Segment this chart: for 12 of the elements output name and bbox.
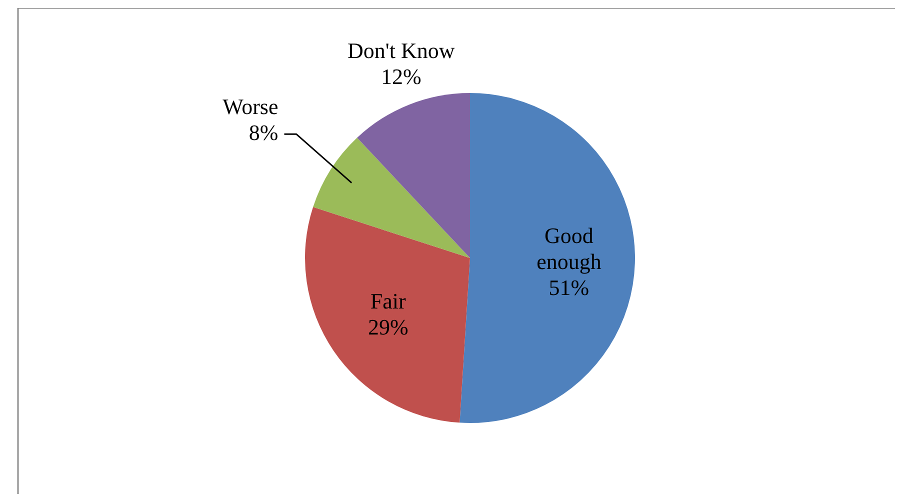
data-label: 12%	[380, 64, 422, 90]
data-label: 51%	[548, 275, 590, 300]
pie-slice	[460, 93, 635, 423]
slice-label: Fair	[370, 288, 407, 314]
data-label: 8%	[248, 120, 278, 146]
pie-slice	[313, 138, 470, 258]
data-label: 29%	[368, 314, 408, 340]
slice-label: Worse	[222, 94, 278, 120]
pie-slice	[305, 207, 470, 423]
slice-label: Good enough	[536, 223, 602, 274]
slice-label: Don't Know	[348, 38, 455, 64]
pie-slice	[357, 93, 470, 258]
